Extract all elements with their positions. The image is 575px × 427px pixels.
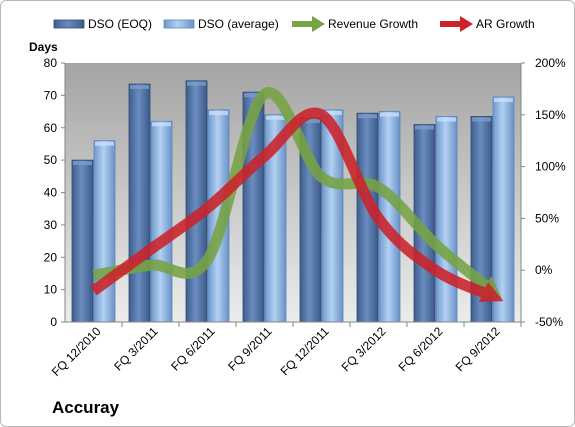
y2-tick-label: 100% (535, 160, 566, 174)
legend-label: DSO (EOQ) (88, 17, 152, 31)
legend-label: Revenue Growth (328, 17, 418, 31)
bar-highlight (301, 119, 320, 124)
bar-dso-eoq (185, 80, 208, 323)
bar-dso-eoq (71, 159, 94, 323)
company-name: Accuray (52, 398, 120, 417)
legend-swatch (163, 19, 195, 29)
y-tick-label: 70 (44, 88, 58, 102)
bar-highlight (415, 125, 434, 130)
x-tick-label: FQ 3/2012 (339, 324, 389, 374)
legend-swatch (53, 19, 85, 29)
bar-dso-eoq (128, 83, 151, 323)
bar-dso-average (150, 120, 173, 323)
bar-highlight (152, 122, 171, 127)
y-tick-label: 30 (44, 218, 58, 232)
ar-growth-line (90, 107, 504, 302)
y-tick-label: 50 (44, 153, 58, 167)
y2-tick-label: 0% (535, 263, 553, 277)
bar-highlight (266, 115, 285, 120)
y-tick-label: 40 (44, 186, 58, 200)
y-tick-label: 0 (50, 315, 57, 329)
x-tick-label: FQ 12/2010 (49, 324, 104, 379)
y2-tick-label: -50% (535, 315, 563, 329)
y-axis-title: Days (29, 40, 58, 54)
legend-arrowhead (460, 16, 473, 32)
x-tick-label: FQ 3/2011 (111, 324, 161, 374)
bar-highlight (130, 85, 149, 90)
bar-highlight (95, 141, 114, 146)
bar-highlight (380, 112, 399, 117)
bar-highlight (187, 81, 206, 86)
y2-tick-label: 150% (535, 108, 566, 122)
bar-dso-average (435, 116, 458, 323)
x-tick-label: FQ 9/2012 (453, 324, 503, 374)
y2-tick-label: 50% (535, 211, 559, 225)
legend-label: DSO (average) (198, 17, 279, 31)
bar-highlight (73, 161, 92, 166)
x-tick-label: FQ 12/2011 (278, 324, 332, 378)
y-tick-label: 20 (44, 250, 58, 264)
y2-tick-label: 200% (535, 56, 566, 70)
bar-highlight (472, 117, 491, 122)
legend-arrowhead (312, 16, 325, 32)
x-tick-label: FQ 6/2012 (396, 324, 446, 374)
y-tick-label: 10 (44, 283, 58, 297)
revenue-growth-line (92, 87, 502, 299)
x-axis-ticks: FQ 12/2010 FQ 3/2011 FQ 6/2011 FQ 9/2011 FQ … (49, 322, 522, 379)
x-tick-label: FQ 9/2011 (225, 324, 275, 374)
bar-highlight (358, 114, 377, 119)
bar-highlight (494, 97, 513, 102)
bar-dso-average (492, 96, 515, 323)
y-tick-label: 60 (44, 121, 58, 135)
legend: DSO (EOQ) DSO (average) Revenue Growth AR G… (53, 16, 535, 32)
bar-highlight (437, 117, 456, 122)
y-tick-label: 80 (44, 56, 58, 70)
y2-axis-ticks: -50% 0% 50% 100% 150% 200% (521, 56, 566, 329)
legend-label: AR Growth (476, 17, 535, 31)
line-series (90, 87, 504, 302)
x-tick-label: FQ 6/2011 (168, 324, 218, 374)
bar-highlight (244, 93, 263, 98)
bar-highlight (209, 110, 228, 115)
bar-highlight (323, 110, 342, 115)
y-axis-ticks: 0 10 20 30 40 50 60 70 80 (44, 56, 65, 329)
